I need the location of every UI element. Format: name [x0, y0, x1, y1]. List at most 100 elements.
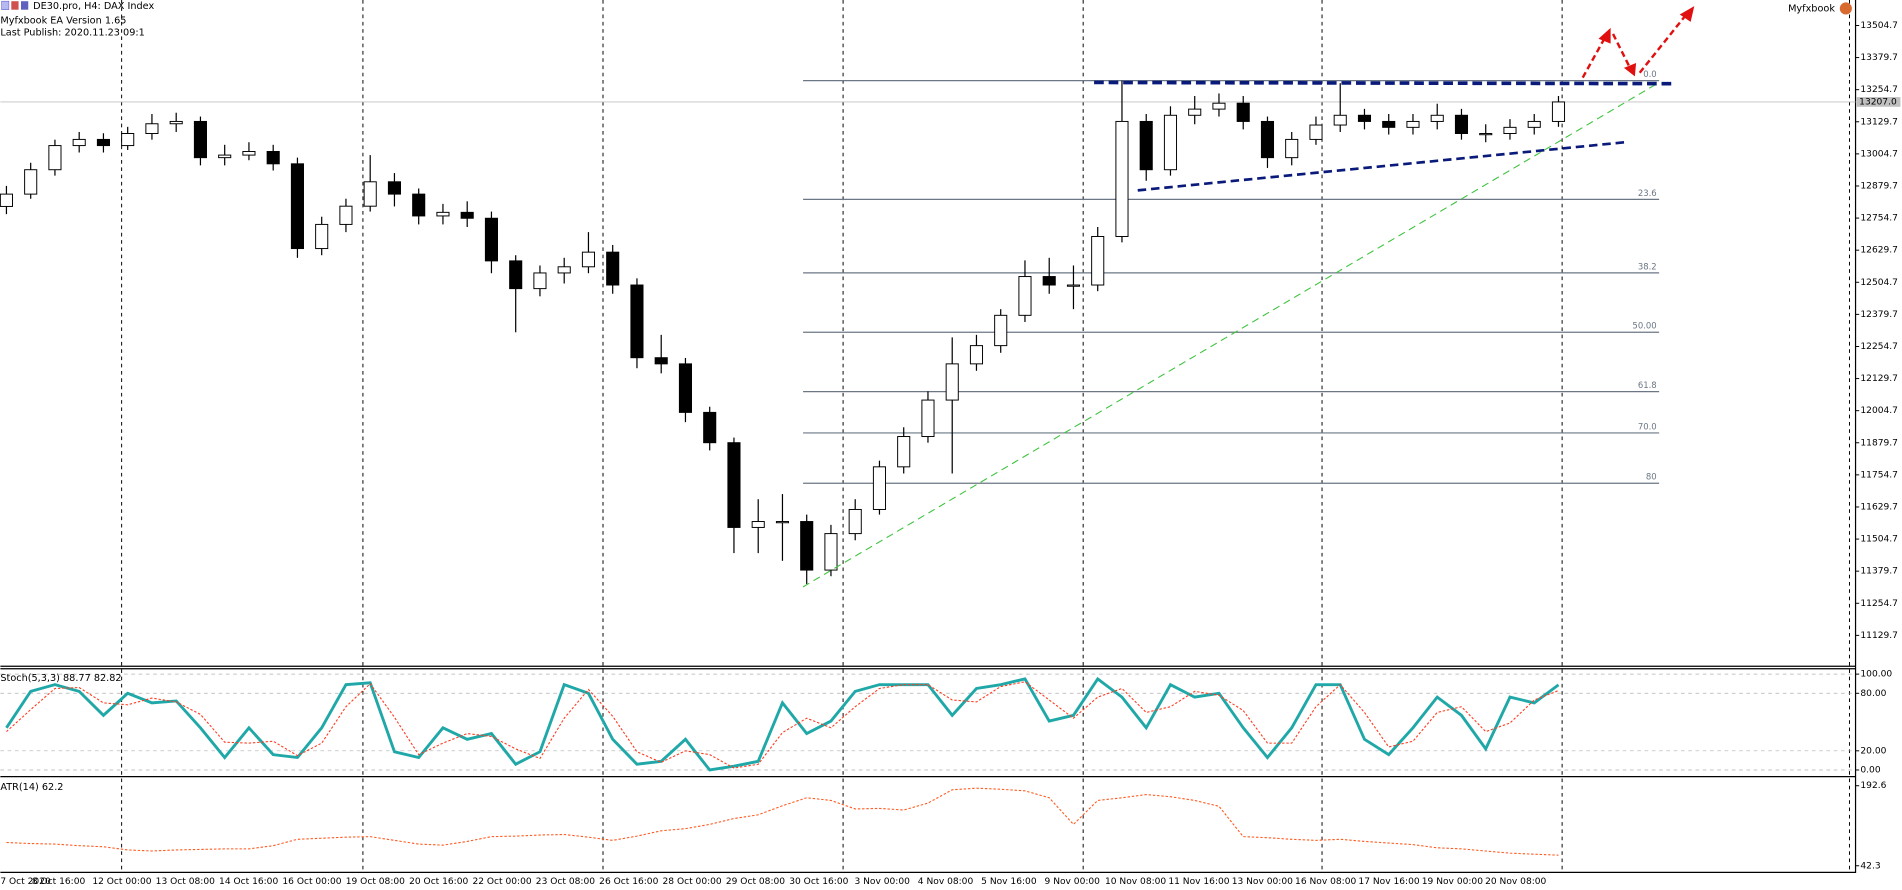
x-tick-label: 20 Nov 08:00	[1485, 877, 1546, 887]
candle-body	[1091, 236, 1105, 286]
candle-body	[751, 521, 765, 528]
candle-body	[1115, 120, 1129, 237]
candle-body	[1333, 114, 1347, 126]
y-tick-label: 20.00	[1860, 746, 1886, 756]
x-tick-label: 22 Oct 00:00	[472, 877, 531, 887]
x-tick-label: 16 Nov 08:00	[1295, 877, 1356, 887]
candle-body	[121, 133, 135, 147]
candle-body	[193, 120, 207, 159]
fib-label: 50.00	[1632, 321, 1656, 331]
projection-arrow	[1638, 11, 1690, 74]
y-tick-label: 11504.7	[1860, 535, 1898, 545]
candle-body	[24, 169, 38, 195]
candle-body	[606, 251, 620, 286]
y-tick-label: 100.00	[1860, 670, 1892, 680]
candle-body	[484, 217, 498, 262]
candle-body	[460, 211, 474, 219]
candle-body	[533, 272, 547, 290]
candle-body	[363, 181, 377, 207]
candle-body	[1212, 102, 1226, 110]
candle-body	[1042, 276, 1056, 286]
candle-body	[436, 211, 450, 217]
candle-body	[1527, 120, 1541, 128]
candle-body	[848, 508, 862, 535]
candle-body	[509, 260, 523, 290]
candle-body	[630, 284, 644, 359]
x-tick-label: 19 Oct 08:00	[346, 877, 405, 887]
x-tick-label: 4 Nov 08:00	[918, 877, 974, 887]
x-tick-label: 30 Oct 16:00	[789, 877, 848, 887]
candle-body	[339, 205, 353, 225]
candle-body	[0, 193, 13, 207]
fib-label: 23.6	[1638, 188, 1657, 198]
y-tick-label: 11754.7	[1860, 470, 1898, 480]
panel-title: Stoch(5,3,3) 88.77 82.82	[0, 673, 121, 684]
candle-body	[1236, 102, 1250, 122]
candle-body	[678, 363, 693, 413]
candle-body	[218, 154, 232, 159]
series-line	[5, 676, 1560, 772]
icon	[20, 1, 29, 10]
candle-body	[1454, 114, 1469, 134]
candle-body	[703, 411, 717, 444]
candle-body	[1309, 124, 1323, 140]
y-tick-label: 12629.7	[1860, 246, 1898, 256]
projection-arrow	[1611, 33, 1633, 71]
x-tick-label: 16 Oct 00:00	[282, 877, 341, 887]
y-tick-label: 13379.7	[1860, 53, 1898, 63]
candle-body	[945, 363, 959, 401]
icon	[11, 1, 19, 10]
x-tick-label: 17 Nov 16:00	[1358, 877, 1419, 887]
price-tag-label: 13207.0	[1859, 97, 1897, 107]
y-tick-label: 12879.7	[1860, 181, 1898, 191]
x-tick-label: 12 Oct 00:00	[92, 877, 151, 887]
publish-label: Last Publish: 2020.11.23 09:1	[0, 28, 144, 39]
y-tick-label: 12129.7	[1860, 374, 1898, 384]
candle-body	[654, 357, 668, 365]
y-tick-label: 13254.7	[1860, 85, 1898, 95]
fib-label: 0.0	[1643, 69, 1656, 79]
projection-arrow	[1581, 33, 1609, 79]
version-label: Myfxbook EA Version 1.65	[0, 16, 126, 27]
y-tick-label: 11629.7	[1860, 502, 1898, 512]
x-tick-label: 8 Oct 16:00	[32, 877, 86, 887]
candle-body	[824, 533, 838, 571]
arrow-head	[1679, 6, 1695, 22]
candle-body	[48, 145, 62, 171]
icon	[1, 0, 10, 11]
candle-body	[315, 223, 329, 250]
candle-body	[96, 138, 110, 147]
x-tick-label: 29 Oct 08:00	[726, 877, 785, 887]
y-tick-label: 13504.7	[1860, 21, 1898, 31]
series-line	[6, 787, 1559, 856]
x-tick-label: 13 Nov 00:00	[1232, 877, 1293, 887]
x-tick-label: 19 Nov 00:00	[1422, 877, 1483, 887]
candle-body	[1066, 284, 1081, 287]
arrow-head	[1623, 63, 1637, 77]
candle-body	[994, 314, 1008, 347]
candle-body	[1406, 120, 1420, 128]
x-tick-label: 28 Oct 00:00	[663, 877, 722, 887]
panel-title: ATR(14) 62.2	[0, 782, 63, 793]
x-tick-label: 11 Nov 16:00	[1168, 877, 1229, 887]
candle-body	[897, 436, 911, 468]
x-tick-label: 14 Oct 16:00	[219, 877, 278, 887]
candle-body	[72, 138, 86, 147]
x-tick-label: 3 Nov 00:00	[854, 877, 910, 887]
y-tick-label: 12254.7	[1860, 342, 1898, 352]
y-tick-label: 42.3	[1860, 861, 1880, 871]
candle-body	[387, 181, 401, 195]
y-tick-label: 12379.7	[1860, 310, 1898, 320]
y-tick-label: 11254.7	[1860, 599, 1898, 609]
y-tick-label: 11129.7	[1860, 631, 1898, 641]
candle-body	[1551, 101, 1566, 122]
candle-body	[1430, 114, 1444, 122]
x-tick-label: 10 Nov 08:00	[1105, 877, 1166, 887]
fib-label: 70.0	[1638, 421, 1657, 431]
brand-logo	[1839, 2, 1852, 15]
x-tick-label: 9 Nov 00:00	[1045, 877, 1101, 887]
x-tick-label: 5 Nov 16:00	[981, 877, 1037, 887]
candle-body	[1285, 138, 1299, 159]
candle-body	[1357, 114, 1372, 122]
